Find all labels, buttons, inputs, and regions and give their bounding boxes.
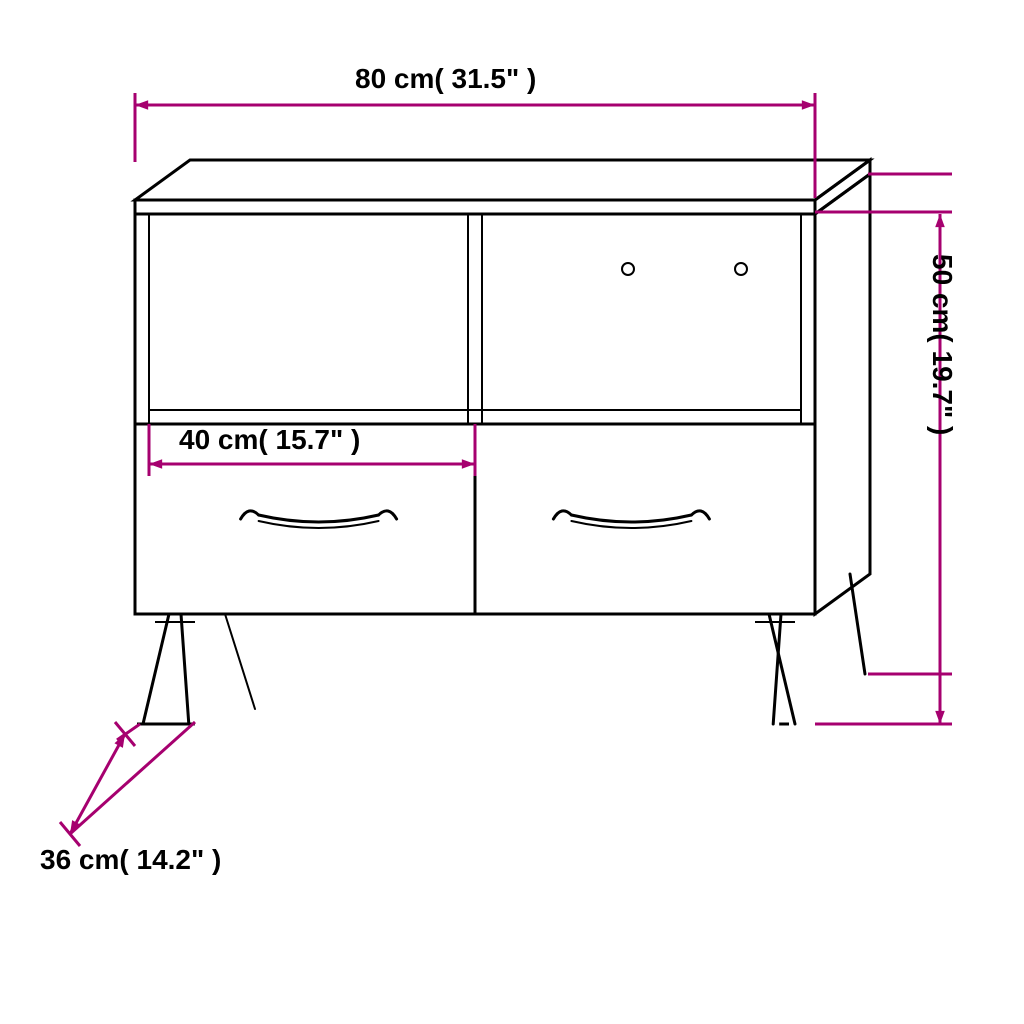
dim-width-label: 80 cm( 31.5" ) <box>355 63 536 95</box>
dim-drawer-label: 40 cm( 15.7" ) <box>179 424 360 456</box>
dim-height-label: 50 cm( 19.7" ) <box>926 254 958 435</box>
dim-depth-label: 36 cm( 14.2" ) <box>40 844 221 876</box>
